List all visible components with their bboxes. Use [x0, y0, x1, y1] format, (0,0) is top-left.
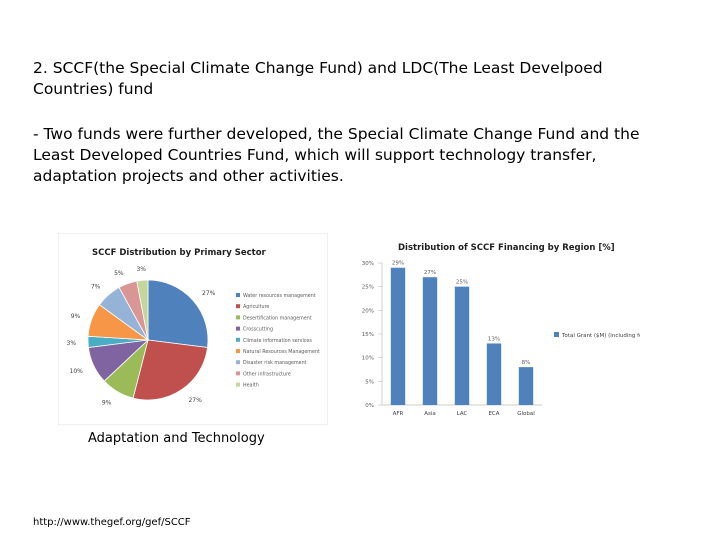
- bar-chart-title: Distribution of SCCF Financing by Region…: [398, 243, 615, 253]
- pie-slice-label: 3%: [136, 266, 146, 273]
- bar-data-label: 13%: [488, 336, 500, 342]
- pie-slice-9: [136, 279, 149, 341]
- bar-asia: [422, 277, 438, 405]
- pie-legend-swatch: [236, 304, 240, 309]
- bar-category-label: AFR: [393, 411, 404, 417]
- bar-category-label: Asia: [424, 411, 436, 417]
- pie-legend-swatch: [236, 293, 240, 297]
- pie-slice-2: [132, 339, 208, 401]
- bar-category-label: Global: [517, 411, 535, 417]
- pie-legend-swatch: [236, 360, 240, 365]
- pie-legend-label: Other infrastructure: [243, 371, 291, 377]
- pie-slice-1: [147, 279, 209, 348]
- bar-lac: [454, 286, 470, 405]
- pie-legend-label: Disaster risk management: [243, 360, 307, 366]
- bar-afr: [390, 267, 406, 405]
- pie-slice-label: 5%: [114, 270, 124, 277]
- pie-chart-title: SCCF Distribution by Primary Sector: [92, 248, 267, 258]
- bar-data-label: 8%: [522, 360, 531, 366]
- pie-legend-label: Climate information services: [243, 338, 312, 344]
- pie-slice-label: 7%: [91, 283, 101, 290]
- pie-slice-label: 9%: [102, 399, 112, 406]
- slide-heading: 2. SCCF(the Special Climate Change Fund)…: [33, 59, 603, 98]
- pie-slice-label: 9%: [71, 313, 81, 320]
- pie-slice-label: 3%: [67, 340, 77, 347]
- body-paragraph: - Two funds were further developed, the …: [33, 125, 640, 185]
- pie-legend-swatch: [236, 315, 240, 320]
- bar-data-label: 29%: [392, 261, 404, 267]
- bar-legend-label: Total Grant ($M) (including fees) [%]: [561, 333, 640, 339]
- figure-caption: Adaptation and Technology: [88, 431, 265, 446]
- bar-category-label: LAC: [457, 411, 468, 417]
- bar-data-label: 25%: [456, 280, 468, 286]
- pie-legend-swatch: [236, 326, 240, 331]
- pie-legend-label: Natural Resources Management: [243, 349, 320, 355]
- bar-category-label: ECA: [488, 411, 499, 417]
- bar-y-tick-label: 25%: [362, 285, 374, 291]
- bar-global: [518, 367, 534, 405]
- bar-y-tick-label: 5%: [365, 379, 374, 385]
- source-url[interactable]: http://www.thegef.org/gef/SCCF: [33, 517, 191, 528]
- bar-legend-swatch: [554, 332, 559, 337]
- pie-legend-swatch: [236, 371, 240, 376]
- sector-pie-chart: SCCF Distribution by Primary Sector 27% 2…: [58, 233, 328, 425]
- pie-slice-label: 27%: [202, 290, 216, 297]
- bar-y-tick-label: 0%: [365, 403, 374, 409]
- bar-y-tick-label: 20%: [362, 308, 374, 314]
- pie-legend-label: Agriculture: [243, 304, 269, 310]
- pie-slice-label: 27%: [188, 397, 202, 404]
- pie-legend-label: Desertification management: [243, 315, 312, 321]
- bar-eca: [486, 343, 502, 405]
- bar-y-tick-label: 15%: [362, 332, 374, 338]
- pie-legend-swatch: [236, 349, 240, 353]
- pie-legend-swatch: [236, 382, 240, 387]
- pie-slice-label: 10%: [70, 368, 84, 375]
- region-bar-chart: Distribution of SCCF Financing by Region…: [342, 235, 640, 427]
- bar-y-tick-label: 30%: [362, 261, 374, 267]
- bar-data-label: 27%: [424, 270, 436, 276]
- pie-legend-label: Water resources management: [243, 293, 316, 299]
- pie-legend-swatch: [236, 337, 240, 342]
- pie-legend-label: Crosscutting: [243, 327, 273, 333]
- pie-legend-label: Health: [243, 383, 259, 389]
- bar-y-tick-label: 10%: [362, 356, 374, 362]
